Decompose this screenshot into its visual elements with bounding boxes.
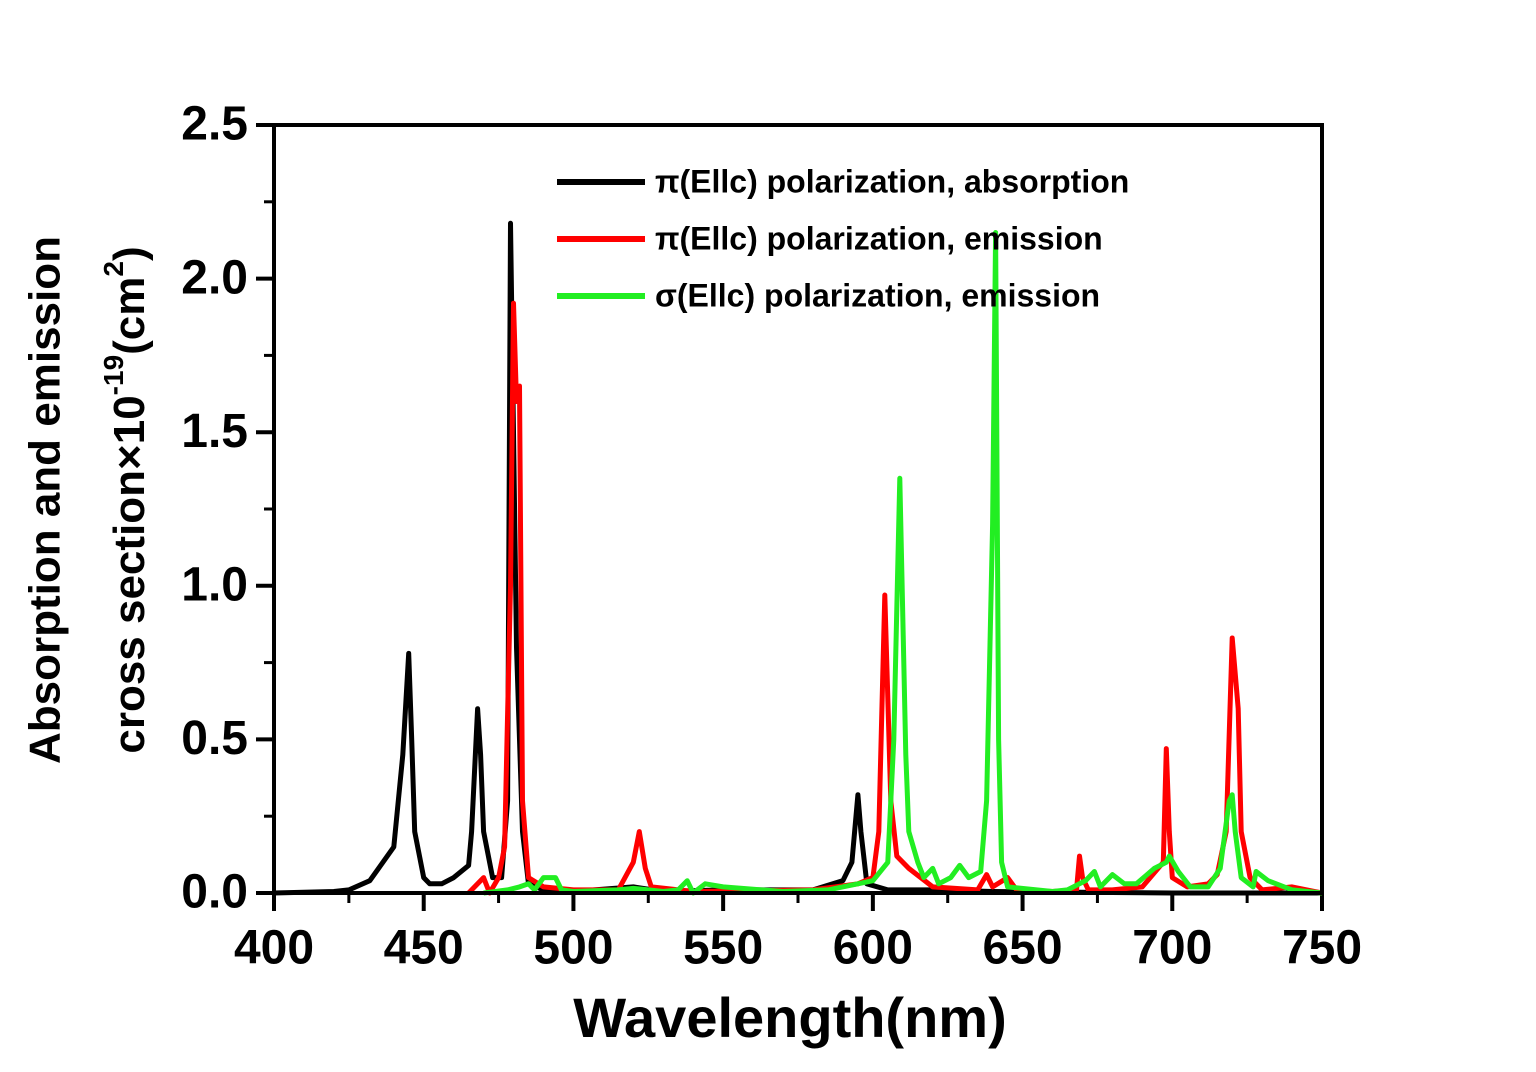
y-tick-label: 1.5: [181, 405, 248, 458]
legend-label: σ(Ellc) polarization, emission: [655, 277, 1100, 313]
x-tick-label: 450: [384, 922, 464, 975]
y-tick-label: 0.0: [181, 866, 248, 919]
y-tick-label: 0.5: [181, 712, 248, 765]
y-axis-title-part: ): [105, 246, 154, 261]
x-tick-label: 400: [234, 922, 314, 975]
legend-label: π(Ellc) polarization, emission: [655, 220, 1103, 256]
y-axis-title: Absorption and emission: [21, 236, 70, 764]
series-line: [483, 230, 1323, 896]
y-tick-label: 2.0: [181, 251, 248, 304]
x-tick-label: 750: [1282, 922, 1362, 975]
legend-label: π(Ellc) polarization, absorption: [655, 163, 1129, 199]
x-axis-title: Wavelength(nm): [573, 986, 1006, 1049]
y-axis-title-part: cross section×10: [105, 395, 154, 753]
y-axis-title: cross section×10-19(cm2): [98, 246, 153, 753]
x-tick-label: 500: [533, 922, 613, 975]
y-tick-label: 1.0: [181, 558, 248, 611]
x-tick-label: 700: [1132, 922, 1212, 975]
x-tick-label: 650: [983, 922, 1063, 975]
y-tick-label: 2.5: [181, 98, 248, 151]
x-tick-label: 600: [833, 922, 913, 975]
y-axis-title-sup: -19: [98, 355, 129, 395]
x-tick-label: 550: [683, 922, 763, 975]
y-axis-title-sup: 2: [98, 261, 129, 277]
plot-frame: [272, 123, 1324, 895]
y-axis-title-part: (cm: [105, 277, 154, 355]
